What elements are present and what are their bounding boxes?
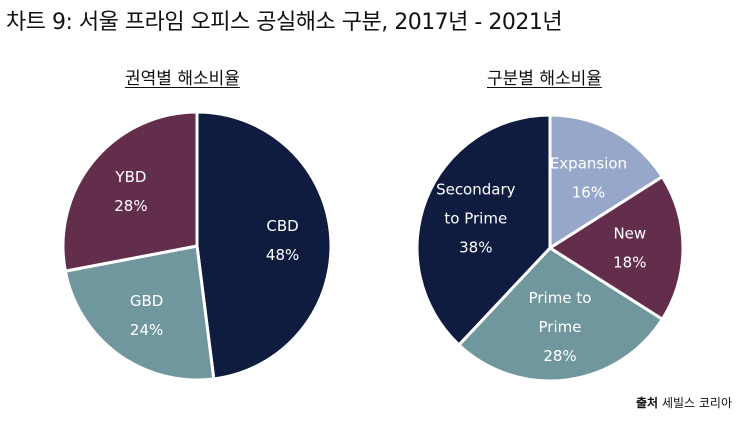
source-note: 출처 세빌스 코리아 bbox=[636, 394, 732, 411]
slice-value: 18% bbox=[613, 254, 646, 272]
slice-label-new: New 18% bbox=[613, 225, 646, 272]
slice-label-prime-to-prime: Prime to Prime 28% bbox=[529, 289, 592, 365]
pie-slice-prime-to-prime bbox=[457, 246, 664, 383]
slice-name: Prime bbox=[539, 318, 582, 336]
pie-slice-gbd bbox=[63, 244, 216, 382]
slice-name: to Prime bbox=[444, 210, 507, 228]
slice-name: GBD bbox=[130, 292, 163, 310]
pie-slice-expansion bbox=[548, 113, 664, 250]
right-pie-title: 구분별 해소비율 bbox=[487, 69, 602, 89]
slice-name: Prime to bbox=[529, 289, 592, 307]
source-text: 세빌스 코리아 bbox=[661, 396, 732, 410]
slice-label-secondary-to-prime: Secondary to Prime 38% bbox=[436, 181, 516, 257]
chart-title: 차트 9: 서울 프라임 오피스 공실해소 구분, 2017년 - 2021년 bbox=[6, 10, 563, 35]
pie-slice-secondary-to-prime bbox=[415, 113, 552, 347]
slice-label-gbd: GBD 24% bbox=[130, 292, 163, 339]
slice-label-cbd: CBD 48% bbox=[266, 217, 299, 264]
slice-name: YBD bbox=[114, 168, 146, 186]
slice-label-expansion: Expansion 16% bbox=[550, 155, 627, 202]
category-pie: Expansion 16% New 18% Prime to Prime 28% Second… bbox=[415, 113, 685, 383]
source-label: 출처 bbox=[636, 396, 659, 410]
slice-label-ybd: YBD 28% bbox=[114, 168, 147, 215]
slice-value: 16% bbox=[572, 184, 605, 202]
slice-name: Secondary bbox=[436, 181, 516, 199]
slice-value: 48% bbox=[266, 246, 299, 264]
slice-name: New bbox=[613, 225, 646, 243]
region-pie: CBD 48% GBD 24% YBD 28% bbox=[61, 110, 333, 382]
pie-slice-ybd bbox=[61, 110, 199, 273]
pie-slice-new bbox=[548, 175, 685, 321]
slice-value: 28% bbox=[114, 197, 147, 215]
slice-name: Expansion bbox=[550, 155, 627, 173]
slice-value: 28% bbox=[543, 347, 576, 365]
slice-value: 24% bbox=[130, 321, 163, 339]
slice-value: 38% bbox=[459, 239, 492, 257]
slice-name: CBD bbox=[266, 217, 298, 235]
left-pie-title: 권역별 해소비율 bbox=[125, 69, 240, 89]
pie-slice-cbd bbox=[195, 110, 333, 381]
